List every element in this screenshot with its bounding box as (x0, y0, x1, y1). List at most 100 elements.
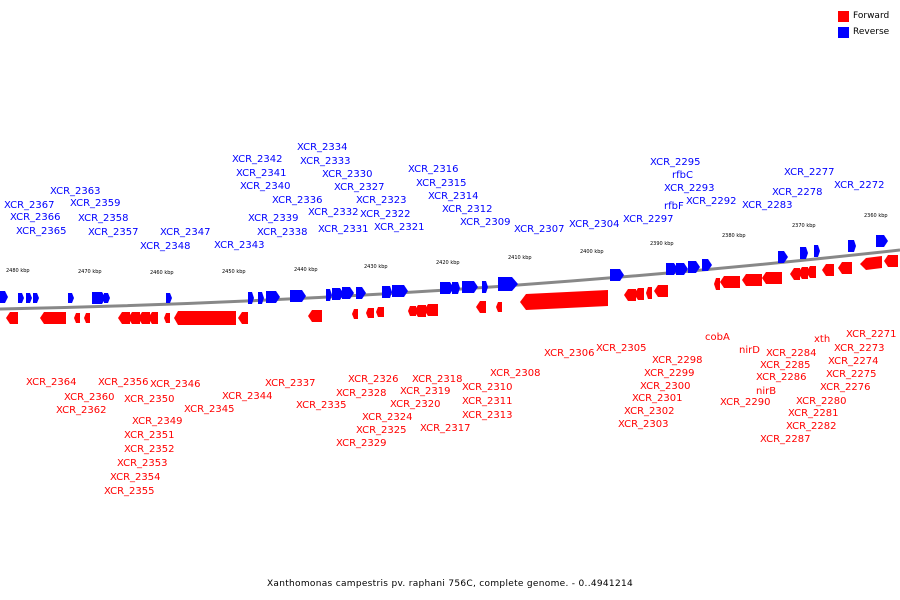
gene-arrow (26, 293, 32, 303)
gene-arrow (666, 263, 678, 275)
gene-arrow (806, 266, 816, 278)
gene-arrow (676, 263, 688, 275)
gene-label: XCR_2328 (336, 388, 387, 399)
gene-arrow (452, 282, 460, 294)
gene-label: XCR_2318 (412, 374, 463, 385)
gene-arrow (166, 293, 172, 303)
legend-swatch-forward (838, 10, 849, 22)
gene-arrow (884, 255, 898, 267)
legend: Forward Reverse (838, 8, 889, 40)
gene-arrow (720, 276, 740, 288)
gene-label: XCR_2351 (124, 430, 175, 441)
gene-label: XCR_2325 (356, 425, 407, 436)
gene-label: XCR_2343 (214, 240, 265, 251)
gene-label: XCR_2303 (618, 419, 669, 430)
gene-label: XCR_2350 (124, 394, 175, 405)
gene-label: XCR_2329 (336, 438, 387, 449)
gene-label: XCR_2287 (760, 434, 811, 445)
tick-label: 2470 kbp (78, 269, 102, 275)
gene-label: XCR_2308 (490, 368, 541, 379)
gene-label: XCR_2299 (644, 368, 695, 379)
gene-label: XCR_2307 (514, 224, 565, 235)
gene-arrow (342, 287, 354, 299)
tick-label: 2440 kbp (294, 267, 318, 273)
tick-label: 2410 kbp (508, 255, 532, 261)
gene-arrow (376, 307, 384, 317)
gene-arrow (104, 293, 110, 303)
gene-label: XCR_2349 (132, 416, 183, 427)
gene-label: XCR_2275 (826, 369, 877, 380)
gene-label: XCR_2283 (742, 200, 793, 211)
forward-genes (6, 255, 898, 325)
gene-label: XCR_2359 (70, 198, 121, 209)
gene-arrow (414, 305, 426, 317)
gene-label: XCR_2365 (16, 226, 67, 237)
gene-label: nirB (756, 386, 776, 397)
gene-label: XCR_2313 (462, 410, 513, 421)
gene-arrow (138, 312, 150, 324)
gene-arrow (714, 278, 720, 290)
gene-label: XCR_2273 (834, 343, 885, 354)
gene-arrow (496, 302, 502, 312)
gene-arrow (84, 313, 90, 323)
gene-label: XCR_2333 (300, 156, 351, 167)
gene-label: XCR_2286 (756, 372, 807, 383)
gene-arrow (148, 312, 158, 324)
gene-arrow (654, 285, 668, 297)
reverse-label-group: XCR_2367 XCR_2366 XCR_2365 XCR_2363 XCR_… (4, 142, 885, 252)
gene-arrow (742, 274, 762, 286)
gene-label: XCR_2362 (56, 405, 107, 416)
gene-label: rfbF (664, 201, 684, 212)
gene-arrow (822, 264, 834, 276)
gene-label: XCR_2322 (360, 209, 411, 220)
gene-label: XCR_2290 (720, 397, 771, 408)
gene-label: XCR_2316 (408, 164, 459, 175)
tick-label: 2460 kbp (150, 270, 174, 276)
gene-label: XCR_2337 (265, 378, 316, 389)
gene-arrow (610, 269, 624, 281)
gene-label: XCR_2306 (544, 348, 595, 359)
gene-label: XCR_2341 (236, 168, 287, 179)
gene-label: XCR_2297 (623, 214, 674, 225)
gene-arrow (128, 312, 140, 324)
gene-label: XCR_2292 (686, 196, 737, 207)
gene-label: XCR_2320 (390, 399, 441, 410)
gene-label: XCR_2302 (624, 406, 675, 417)
gene-label: XCR_2293 (664, 183, 715, 194)
gene-arrow (68, 293, 74, 303)
gene-label: XCR_2332 (308, 207, 359, 218)
gene-label: XCR_2280 (796, 396, 847, 407)
gene-label: XCR_2334 (297, 142, 348, 153)
gene-label: XCR_2295 (650, 157, 701, 168)
gene-label: XCR_2331 (318, 224, 369, 235)
gene-arrow (352, 309, 358, 319)
tick-labels: 2480 kbp 2470 kbp 2460 kbp 2450 kbp 2440… (6, 213, 888, 276)
gene-arrow (366, 308, 374, 318)
gene-arrow (92, 292, 106, 304)
tick-label: 2390 kbp (650, 241, 674, 247)
gene-arrow (332, 288, 344, 300)
gene-label: XCR_2278 (772, 187, 823, 198)
forward-label-group: XCR_2364 XCR_2360 XCR_2362 XCR_2356 XCR_… (26, 329, 897, 497)
gene-label: XCR_2339 (248, 213, 299, 224)
gene-arrow (238, 312, 248, 324)
gene-label: XCR_2271 (846, 329, 897, 340)
gene-label: XCR_2324 (362, 412, 413, 423)
gene-arrow (520, 290, 608, 310)
gene-arrow (382, 286, 392, 298)
gene-label: XCR_2356 (98, 377, 149, 388)
gene-label: XCR_2281 (788, 408, 839, 419)
gene-label: XCR_2346 (150, 379, 201, 390)
gene-label: XCR_2364 (26, 377, 77, 388)
gene-label: XCR_2300 (640, 381, 691, 392)
gene-arrow (40, 312, 66, 324)
gene-arrow (462, 281, 478, 293)
gene-label: XCR_2277 (784, 167, 835, 178)
gene-label: XCR_2367 (4, 200, 55, 211)
gene-arrow (0, 291, 8, 303)
gene-arrow (702, 259, 712, 271)
gene-arrow (164, 313, 170, 323)
tick-label: 2450 kbp (222, 269, 246, 275)
gene-label: XCR_2314 (428, 191, 479, 202)
legend-item-reverse: Reverse (838, 24, 889, 40)
